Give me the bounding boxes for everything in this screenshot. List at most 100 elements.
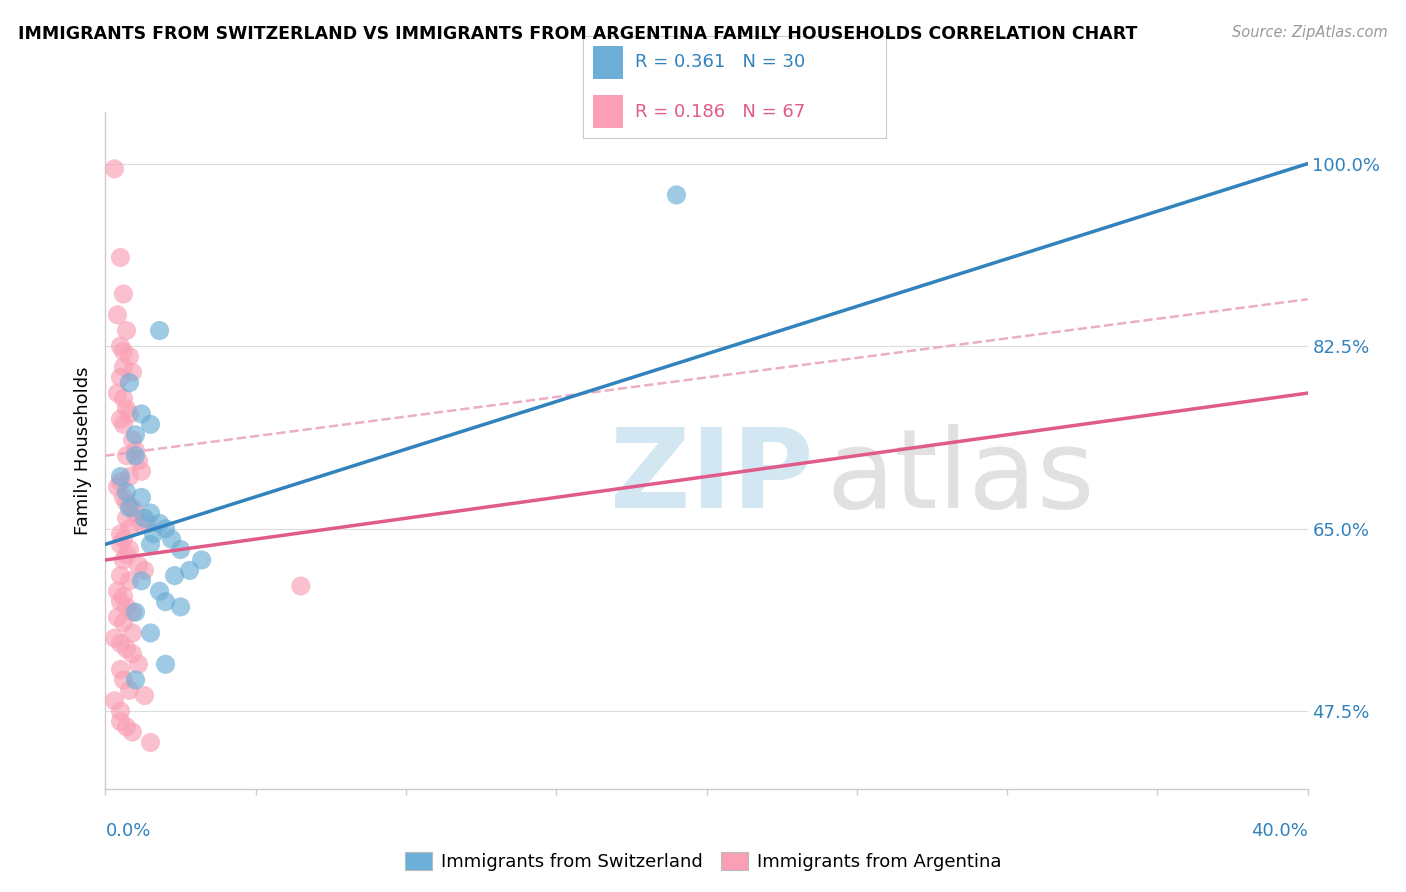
Point [112, 287, 135, 301]
Point [128, 657, 150, 672]
Point [118, 542, 141, 557]
Point [124, 506, 146, 520]
Point [121, 647, 143, 661]
Point [118, 683, 141, 698]
Point [139, 735, 162, 749]
Bar [592, 95, 623, 128]
Point [169, 599, 191, 614]
Text: R = 0.186   N = 67: R = 0.186 N = 67 [636, 103, 806, 120]
Point [115, 511, 138, 525]
Point [118, 500, 141, 515]
Point [110, 714, 132, 729]
Point [115, 641, 138, 656]
Point [110, 704, 132, 718]
Point [121, 433, 143, 447]
Text: 40.0%: 40.0% [1251, 822, 1308, 839]
Point [110, 568, 132, 582]
Text: 0.0%: 0.0% [105, 822, 150, 839]
Point [110, 469, 132, 483]
Point [110, 595, 132, 609]
Point [139, 537, 162, 551]
Point [103, 161, 125, 176]
Text: atlas: atlas [827, 424, 1095, 531]
Point [124, 449, 146, 463]
Point [136, 516, 159, 531]
Point [110, 251, 132, 265]
Point [121, 725, 143, 739]
Point [110, 475, 132, 489]
Point [169, 542, 191, 557]
Point [142, 527, 165, 541]
Point [124, 427, 146, 442]
Point [107, 308, 129, 322]
Text: IMMIGRANTS FROM SWITZERLAND VS IMMIGRANTS FROM ARGENTINA FAMILY HOUSEHOLDS CORRE: IMMIGRANTS FROM SWITZERLAND VS IMMIGRANT… [18, 25, 1137, 43]
Point [121, 500, 143, 515]
Point [121, 605, 143, 619]
Point [139, 626, 162, 640]
Point [112, 615, 135, 630]
Point [128, 558, 150, 573]
Point [107, 480, 129, 494]
Point [112, 590, 135, 604]
Point [131, 574, 153, 588]
Point [115, 720, 138, 734]
Point [107, 610, 129, 624]
Point [134, 511, 156, 525]
Point [190, 553, 212, 567]
Point [155, 657, 177, 672]
Point [118, 350, 141, 364]
Point [131, 491, 153, 505]
Point [110, 339, 132, 353]
Point [139, 417, 162, 432]
Point [110, 537, 132, 551]
Point [163, 568, 186, 582]
Point [134, 689, 156, 703]
Point [128, 454, 150, 468]
Point [112, 392, 135, 406]
Point [148, 324, 170, 338]
Point [155, 522, 177, 536]
Point [131, 516, 153, 531]
Point [121, 365, 143, 379]
Point [110, 527, 132, 541]
Point [160, 532, 183, 546]
Text: ZIP: ZIP [610, 424, 814, 531]
Point [155, 595, 177, 609]
Point [148, 584, 170, 599]
Point [110, 370, 132, 384]
Point [118, 376, 141, 390]
Point [179, 563, 201, 577]
Point [124, 673, 146, 687]
Point [110, 636, 132, 650]
Point [112, 359, 135, 374]
Point [139, 506, 162, 520]
Point [665, 188, 688, 202]
Legend: Immigrants from Switzerland, Immigrants from Argentina: Immigrants from Switzerland, Immigrants … [398, 845, 1008, 879]
Point [115, 548, 138, 562]
Point [115, 495, 138, 509]
Point [131, 407, 153, 421]
Point [148, 516, 170, 531]
Point [115, 324, 138, 338]
Point [112, 532, 135, 546]
Point [118, 469, 141, 483]
Point [112, 417, 135, 432]
Point [110, 663, 132, 677]
Point [290, 579, 312, 593]
Point [110, 412, 132, 426]
Y-axis label: Family Households: Family Households [73, 367, 91, 534]
Point [124, 605, 146, 619]
Point [112, 491, 135, 505]
Point [115, 599, 138, 614]
Point [112, 553, 135, 567]
Point [121, 626, 143, 640]
Text: R = 0.361   N = 30: R = 0.361 N = 30 [636, 54, 806, 71]
Point [134, 563, 156, 577]
Point [103, 694, 125, 708]
Point [131, 464, 153, 478]
Text: Source: ZipAtlas.com: Source: ZipAtlas.com [1232, 25, 1388, 40]
Point [118, 522, 141, 536]
Point [118, 574, 141, 588]
Point [115, 401, 138, 416]
Point [115, 485, 138, 500]
